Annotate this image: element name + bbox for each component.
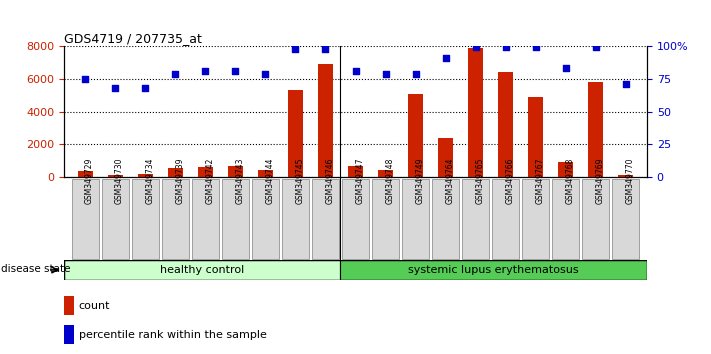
Text: GSM349729: GSM349729 <box>85 157 94 204</box>
Bar <box>438 138 453 177</box>
FancyBboxPatch shape <box>132 179 159 258</box>
Text: systemic lupus erythematosus: systemic lupus erythematosus <box>408 265 579 275</box>
Bar <box>408 93 423 177</box>
FancyBboxPatch shape <box>282 179 309 258</box>
FancyBboxPatch shape <box>492 179 519 258</box>
Text: GSM349747: GSM349747 <box>356 157 365 204</box>
FancyBboxPatch shape <box>340 260 647 280</box>
Bar <box>77 171 92 177</box>
Point <box>500 45 511 50</box>
Text: GSM349749: GSM349749 <box>416 157 424 204</box>
FancyBboxPatch shape <box>312 179 339 258</box>
Text: GSM349745: GSM349745 <box>295 157 304 204</box>
Point <box>410 71 422 76</box>
Point <box>530 45 542 50</box>
FancyBboxPatch shape <box>372 179 399 258</box>
FancyBboxPatch shape <box>432 179 459 258</box>
Bar <box>528 97 543 177</box>
Point <box>350 68 361 74</box>
FancyBboxPatch shape <box>64 260 340 280</box>
Text: GSM349743: GSM349743 <box>235 157 245 204</box>
FancyBboxPatch shape <box>161 179 188 258</box>
Point <box>320 46 331 51</box>
Point <box>380 71 391 76</box>
Text: GSM349765: GSM349765 <box>476 157 485 204</box>
Bar <box>558 162 573 177</box>
Text: GSM349768: GSM349768 <box>566 157 575 204</box>
Bar <box>498 72 513 177</box>
Text: percentile rank within the sample: percentile rank within the sample <box>78 330 267 339</box>
Bar <box>288 90 303 177</box>
FancyBboxPatch shape <box>582 179 609 258</box>
FancyBboxPatch shape <box>222 179 249 258</box>
Point <box>440 55 451 61</box>
Text: GSM349746: GSM349746 <box>326 157 334 204</box>
Bar <box>318 64 333 177</box>
Point <box>169 71 181 76</box>
FancyBboxPatch shape <box>192 179 219 258</box>
Text: GSM349769: GSM349769 <box>596 157 605 204</box>
Bar <box>589 82 604 177</box>
Text: GSM349744: GSM349744 <box>265 157 274 204</box>
FancyBboxPatch shape <box>462 179 489 258</box>
Bar <box>168 168 183 177</box>
Text: GSM349766: GSM349766 <box>506 157 515 204</box>
Point <box>620 81 631 87</box>
Text: GSM349739: GSM349739 <box>175 157 184 204</box>
Bar <box>378 170 393 177</box>
Bar <box>198 167 213 177</box>
FancyBboxPatch shape <box>102 179 129 258</box>
FancyBboxPatch shape <box>72 179 99 258</box>
Point <box>289 46 301 51</box>
Text: GSM349734: GSM349734 <box>145 157 154 204</box>
Bar <box>138 174 153 177</box>
Point <box>560 65 572 71</box>
Text: GSM349770: GSM349770 <box>626 157 635 204</box>
Point <box>109 85 121 91</box>
FancyBboxPatch shape <box>402 179 429 258</box>
Text: GSM349767: GSM349767 <box>536 157 545 204</box>
Text: disease state: disease state <box>1 264 71 274</box>
Text: healthy control: healthy control <box>160 265 244 275</box>
Bar <box>64 325 75 344</box>
Bar <box>469 48 483 177</box>
Bar <box>107 175 122 177</box>
FancyBboxPatch shape <box>342 179 369 258</box>
Text: count: count <box>78 301 110 311</box>
Bar <box>258 170 273 177</box>
Text: GSM349748: GSM349748 <box>385 157 395 204</box>
Point <box>260 71 271 76</box>
Bar <box>228 166 242 177</box>
Point <box>590 45 602 50</box>
Text: GDS4719 / 207735_at: GDS4719 / 207735_at <box>64 32 202 45</box>
Bar <box>64 296 75 315</box>
Text: GSM349764: GSM349764 <box>446 157 454 204</box>
Point <box>200 68 211 74</box>
FancyBboxPatch shape <box>523 179 550 258</box>
Text: GSM349730: GSM349730 <box>115 157 124 204</box>
Bar <box>619 175 634 177</box>
Point <box>470 45 481 50</box>
Bar <box>348 166 363 177</box>
Point <box>230 68 241 74</box>
Point <box>139 85 151 91</box>
Text: GSM349742: GSM349742 <box>205 157 214 204</box>
FancyBboxPatch shape <box>252 179 279 258</box>
FancyBboxPatch shape <box>552 179 579 258</box>
Point <box>80 76 91 81</box>
FancyBboxPatch shape <box>612 179 639 258</box>
